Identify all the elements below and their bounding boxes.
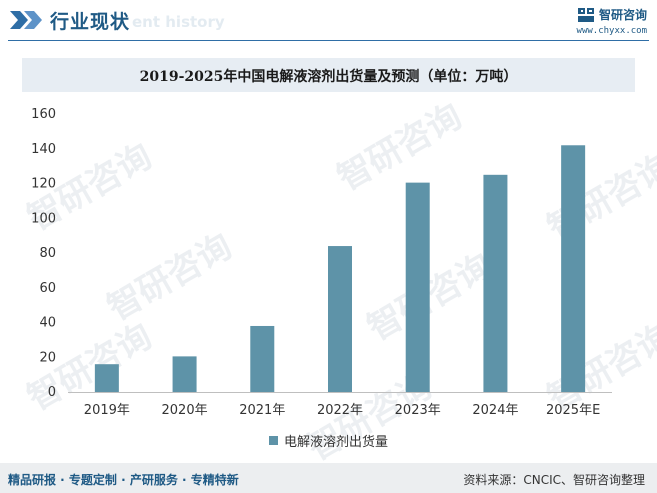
bar-chart: 0 20 40 60 80 100 120 140 160 2019年 2020年 2021年 2022…: [31, 107, 612, 418]
brand-url: www.chyxx.com: [576, 26, 647, 36]
legend-label: 电解液溶剂出货量: [283, 435, 388, 450]
bar: [328, 246, 352, 392]
x-tick-label: 2022年: [317, 403, 363, 418]
y-tick-label: 80: [39, 246, 56, 261]
header-subtitle-watermark: ent history: [132, 13, 225, 31]
x-tick-label: 2019年: [84, 403, 130, 418]
x-tick-label: 2024年: [472, 403, 518, 418]
brand-logo-icon: [577, 7, 594, 22]
y-tick-label: 40: [39, 316, 56, 331]
chart-title-band: 2019-2025年中国电解液溶剂出货量及预测（单位：万吨）: [22, 58, 635, 92]
x-tick-label: 2021年: [239, 403, 285, 418]
double-chevron-icon: [10, 11, 42, 29]
x-tick-label: 2020年: [162, 403, 208, 418]
legend: 电解液溶剂出货量: [0, 431, 657, 450]
y-tick-label: 160: [31, 107, 56, 122]
x-tick-label: 2023年: [395, 403, 441, 418]
brand: 智研咨询 www.chyxx.com: [577, 6, 647, 36]
y-tick-label: 0: [48, 385, 56, 400]
footer: 精品研报 · 专题定制 · 产研服务 · 专精特新 资料来源：CNCIC、智研咨…: [0, 463, 657, 493]
header: ent history 行业现状 智研咨询 www.chyxx.com: [0, 0, 657, 44]
bar: [172, 356, 197, 392]
y-tick-label: 20: [39, 350, 56, 365]
chart-title: 2019-2025年中国电解液溶剂出货量及预测（单位：万吨）: [139, 69, 518, 85]
bar: [405, 182, 430, 392]
header-divider: [8, 40, 649, 41]
brand-name: 智研咨询: [598, 8, 647, 22]
bar: [250, 325, 275, 392]
footer-services: 精品研报 · 专题定制 · 产研服务 · 专精特新: [8, 473, 239, 487]
bar: [483, 174, 508, 392]
x-tick-label: 2025年E: [546, 403, 600, 418]
section-title: 行业现状: [50, 11, 131, 33]
footer-source: 资料来源：CNCIC、智研咨询整理: [463, 473, 645, 487]
bar: [561, 145, 586, 392]
bar: [94, 364, 119, 392]
y-tick-label: 140: [31, 142, 56, 157]
y-tick-label: 100: [31, 211, 56, 226]
y-tick-label: 120: [31, 177, 56, 192]
y-tick-label: 60: [39, 281, 56, 296]
legend-swatch: [268, 436, 278, 445]
